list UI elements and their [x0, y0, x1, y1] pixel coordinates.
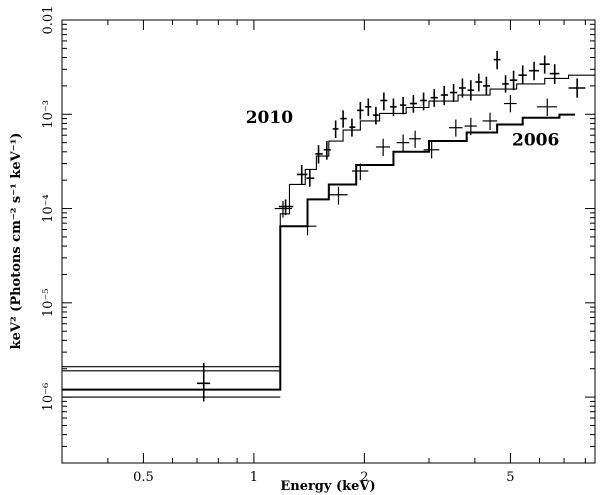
- data-point: [349, 118, 356, 137]
- data-point: [502, 75, 509, 93]
- data-point: [529, 61, 539, 81]
- data-point: [483, 76, 491, 96]
- x-tick-label: 2: [360, 470, 368, 485]
- y-tick-label: 10⁻⁶: [41, 383, 56, 412]
- data-point: [482, 112, 498, 131]
- y-tick-label: 10⁻⁴: [41, 194, 56, 223]
- data-point: [365, 98, 372, 116]
- data-point: [448, 119, 463, 137]
- data-point: [306, 169, 315, 187]
- points-2010: [197, 50, 586, 402]
- x-tick-label: 0.5: [133, 470, 154, 485]
- data-point: [315, 145, 323, 164]
- data-point: [503, 95, 517, 113]
- tick-labels: 0.5 1 2 5 10⁻⁶ 10⁻⁵ 10⁻⁴ 10⁻³ 0.01: [41, 6, 515, 485]
- data-point: [296, 164, 308, 185]
- y-tick-label: 0.01: [41, 6, 56, 35]
- data-point: [323, 141, 331, 160]
- annotation-2010: 2010: [246, 108, 293, 128]
- data-point: [464, 117, 477, 136]
- x-tick-label: 1: [250, 470, 258, 485]
- plot-frame: [61, 19, 596, 464]
- data-point: [340, 110, 347, 128]
- data-point: [197, 363, 211, 402]
- data-point: [549, 64, 560, 84]
- model-2006: [62, 113, 576, 391]
- data-point: [539, 55, 550, 74]
- data-point: [536, 98, 558, 116]
- data-point: [509, 70, 518, 91]
- data-point: [278, 199, 294, 216]
- data-point: [332, 120, 339, 139]
- data-point: [298, 217, 317, 236]
- data-point: [430, 89, 438, 107]
- data-point: [493, 50, 501, 70]
- model-step-line: [62, 74, 595, 372]
- data-point: [518, 65, 527, 84]
- data-point: [328, 186, 348, 205]
- y-tick-label: 10⁻³: [41, 100, 56, 129]
- data-point: [399, 96, 407, 115]
- data-point: [380, 92, 388, 111]
- y-tick-label: 10⁻⁵: [41, 289, 56, 318]
- data-point: [458, 78, 466, 98]
- data-point: [449, 83, 458, 102]
- model-2010: [62, 74, 595, 372]
- data-point: [351, 163, 369, 181]
- data-point: [357, 101, 364, 120]
- data-point: [409, 95, 417, 113]
- model-step-line: [62, 113, 576, 391]
- data-point: [440, 85, 449, 106]
- x-tick-label: 5: [506, 470, 514, 485]
- axis-ticks: [61, 19, 595, 464]
- data-point: [375, 138, 391, 157]
- data-point: [475, 73, 483, 92]
- data-point: [274, 201, 292, 218]
- data-point: [423, 141, 440, 159]
- data-point: [467, 80, 475, 101]
- data-point: [420, 92, 427, 111]
- data-point: [396, 134, 410, 152]
- data-point: [372, 106, 379, 125]
- annotation-2006: 2006: [512, 131, 559, 151]
- data-point: [409, 130, 421, 148]
- points-2006: [274, 95, 558, 236]
- extra-model-levels: [62, 366, 281, 398]
- x-axis-title: Energy (keV): [280, 479, 375, 494]
- y-axis-title: keV² (Photons cm⁻² s⁻¹ keV⁻¹): [9, 133, 24, 350]
- data-point: [390, 98, 397, 116]
- data-point: [568, 78, 586, 98]
